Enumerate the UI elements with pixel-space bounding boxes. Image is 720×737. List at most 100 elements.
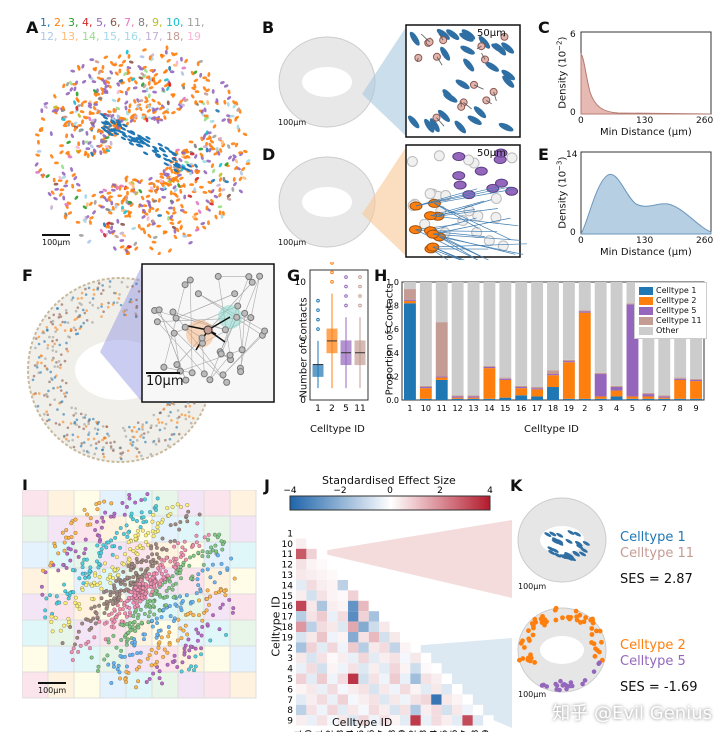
j-ytick: 4 (287, 665, 293, 675)
j-cell (462, 705, 472, 715)
h-bar-7-celltype-5 (658, 396, 670, 397)
j-cell (390, 622, 400, 632)
j-cell (338, 705, 348, 715)
j-cell (358, 590, 368, 600)
j-cell (296, 570, 306, 580)
j-cell (296, 632, 306, 642)
j-cell (442, 694, 452, 704)
j-cell (348, 632, 358, 642)
j-cell (306, 705, 316, 715)
j-ytick: 12 (282, 561, 293, 571)
j-cell (358, 684, 368, 694)
j-cell (306, 601, 316, 611)
j-cell (379, 622, 389, 632)
j-cell (317, 642, 327, 652)
j-cell (348, 674, 358, 684)
j-cell (390, 642, 400, 652)
h-bar-10-celltype-5 (420, 387, 432, 388)
h-bar-19-other (563, 282, 575, 360)
j-cell (369, 611, 379, 621)
j-cell (338, 642, 348, 652)
h-xtick: 19 (564, 404, 574, 413)
j-cell (421, 694, 431, 704)
j-cell (442, 674, 452, 684)
j-cell (338, 694, 348, 704)
h-bar-10-celltype-11 (420, 386, 432, 387)
j-cell (348, 663, 358, 673)
h-bar-9-celltype-2 (690, 381, 702, 399)
j-ytick: 17 (282, 613, 293, 623)
j-ytick: 3 (287, 654, 293, 664)
j-cell (306, 632, 316, 642)
scalebar-a (42, 234, 70, 236)
j-cell (483, 715, 493, 725)
h-bar-2-celltype-2 (579, 313, 591, 399)
j-cell (327, 674, 337, 684)
h-bar-14-celltype-5 (483, 367, 495, 368)
j-cell (379, 653, 389, 663)
j-cell (369, 653, 379, 663)
j-cell (358, 642, 368, 652)
j-cell (473, 715, 483, 725)
j-cell (390, 653, 400, 663)
j-cell (338, 674, 348, 684)
j-cell (306, 642, 316, 652)
j-cell (296, 538, 306, 548)
j-ytick: 2 (287, 644, 293, 654)
j-cell (400, 642, 410, 652)
g-ytick: 10 (295, 278, 307, 288)
tissue-map-a (30, 10, 260, 255)
j-cell (317, 570, 327, 580)
k-bottom-celltype2: Celltype 2 (620, 638, 686, 653)
j-cell (317, 715, 327, 725)
h-bar-15-celltype-11 (499, 378, 511, 379)
h-bar-9-celltype-5 (690, 380, 702, 381)
h-bar-13-other (468, 282, 480, 395)
h-xtick: 9 (694, 404, 699, 413)
h-legend-label: Celltype 1 (656, 286, 696, 295)
zoom-scalebar-b-label: 50μm (477, 28, 506, 39)
j-cell (369, 705, 379, 715)
h-bar-17-celltype-5 (531, 388, 543, 389)
j-cell (400, 684, 410, 694)
h-bar-18-celltype-5 (547, 374, 559, 375)
j-cell (296, 674, 306, 684)
h-legend-item: Celltype 2 (639, 296, 702, 305)
h-xlabel: Celltype ID (524, 424, 579, 435)
h-bar-11-celltype-2 (436, 378, 448, 380)
h-legend-label: Celltype 2 (656, 296, 696, 305)
tissue-tiles-i (22, 490, 257, 702)
j-cell (369, 663, 379, 673)
h-legend-label: Other (656, 326, 679, 335)
h-bar-8-celltype-1 (674, 399, 686, 400)
h-bar-19-celltype-11 (563, 360, 575, 361)
j-cell (296, 549, 306, 559)
panel-d: 100μm 50μm (272, 142, 527, 260)
panel-b-graphic (272, 22, 527, 140)
h-bar-8-celltype-2 (674, 380, 686, 399)
h-bar-13-celltype-11 (468, 395, 480, 396)
c-ytick-bottom: 0 (570, 108, 576, 118)
j-cell (358, 632, 368, 642)
j-cell (379, 694, 389, 704)
j-ytick: 11 (282, 550, 293, 560)
h-legend-swatch (639, 317, 653, 325)
h-bar-4-celltype-11 (611, 386, 623, 387)
j-cell (348, 611, 358, 621)
h-bar-1-celltype-2 (404, 301, 416, 303)
j-xtick: 9 (481, 729, 491, 732)
j-cell (296, 663, 306, 673)
h-xtick: 16 (516, 404, 526, 413)
h-bar-2-celltype-11 (579, 310, 591, 311)
j-ytick: 14 (282, 581, 294, 591)
g-box-2 (327, 262, 337, 388)
h-bar-7-celltype-1 (658, 399, 670, 400)
j-cell (369, 601, 379, 611)
j-cell (410, 663, 420, 673)
h-bar-16-other (515, 282, 527, 386)
h-bar-16-celltype-2 (515, 388, 527, 395)
h-bar-16-celltype-11 (515, 386, 527, 387)
e-ytick-bottom: 0 (570, 228, 576, 238)
